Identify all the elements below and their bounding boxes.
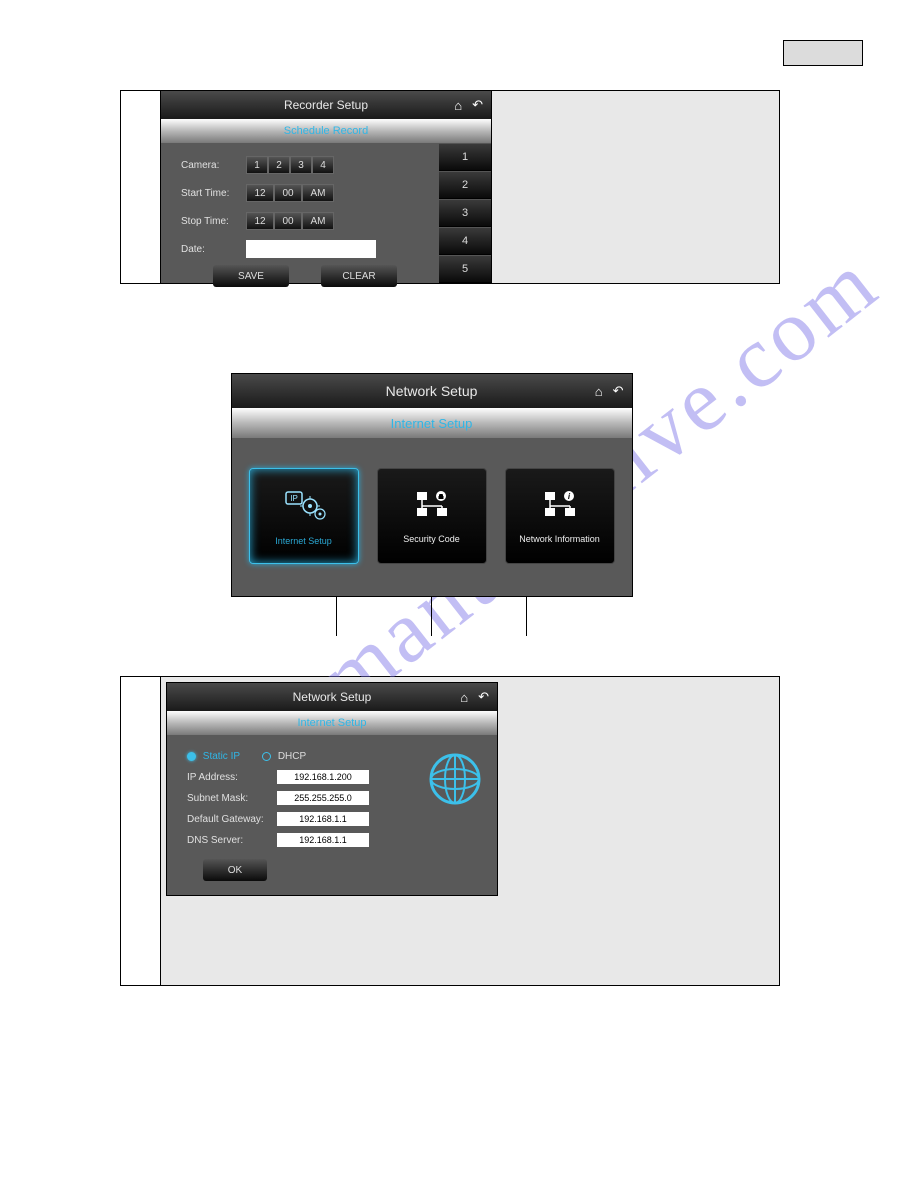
recorder-setup-screenshot: Recorder Setup Schedule Record Camera: 1… bbox=[161, 91, 491, 283]
recorder-subtitle: Schedule Record bbox=[284, 125, 368, 137]
internet-setup-title: Network Setup bbox=[293, 690, 372, 704]
tile-network-info[interactable]: i Network Information bbox=[505, 468, 615, 564]
tile-internet-setup[interactable]: IP Internet Setup bbox=[249, 468, 359, 564]
page-badge bbox=[783, 40, 863, 66]
clear-button[interactable]: CLEAR bbox=[321, 265, 397, 287]
preset-3[interactable]: 3 bbox=[439, 199, 491, 227]
security-code-icon bbox=[411, 488, 453, 524]
dhcp-label: DHCP bbox=[278, 751, 306, 762]
internet-setup-screenshot: Network Setup Internet Setup Static IP bbox=[167, 683, 497, 895]
camera-3[interactable]: 3 bbox=[290, 156, 312, 174]
start-ampm[interactable]: AM bbox=[302, 184, 334, 202]
internet-setup-icon: IP bbox=[280, 486, 328, 526]
stop-ampm[interactable]: AM bbox=[302, 212, 334, 230]
subnet-mask-value[interactable]: 255.255.255.0 bbox=[277, 791, 369, 805]
stop-hour[interactable]: 12 bbox=[246, 212, 274, 230]
stop-time-label: Stop Time: bbox=[181, 216, 246, 227]
internet-setup-subtitle: Internet Setup bbox=[297, 717, 366, 729]
back-icon[interactable] bbox=[613, 383, 624, 399]
lead-line bbox=[336, 596, 337, 636]
ok-button[interactable]: OK bbox=[203, 859, 267, 881]
lead-line bbox=[431, 596, 432, 636]
start-time-label: Start Time: bbox=[181, 188, 246, 199]
svg-text:IP: IP bbox=[290, 494, 298, 503]
static-ip-option[interactable]: Static IP bbox=[187, 751, 240, 762]
lead-line bbox=[526, 596, 527, 636]
camera-label: Camera: bbox=[181, 160, 246, 171]
section-recorder: Recorder Setup Schedule Record Camera: 1… bbox=[120, 90, 780, 284]
preset-5[interactable]: 5 bbox=[439, 255, 491, 283]
preset-column: 1 2 3 4 5 bbox=[439, 143, 491, 283]
dhcp-option[interactable]: DHCP bbox=[262, 751, 306, 762]
network-subtitle: Internet Setup bbox=[391, 416, 473, 431]
home-icon[interactable] bbox=[460, 690, 468, 705]
recorder-title: Recorder Setup bbox=[284, 98, 368, 112]
preset-4[interactable]: 4 bbox=[439, 227, 491, 255]
network-title: Network Setup bbox=[386, 383, 478, 399]
preset-1[interactable]: 1 bbox=[439, 143, 491, 171]
date-label: Date: bbox=[181, 244, 246, 255]
tile-label: Security Code bbox=[403, 534, 460, 544]
date-field[interactable] bbox=[246, 240, 376, 258]
network-setup-screenshot: Network Setup Internet Setup IP bbox=[232, 374, 632, 596]
tile-label: Internet Setup bbox=[275, 536, 332, 546]
radio-off-icon bbox=[262, 752, 271, 761]
home-icon[interactable] bbox=[454, 98, 462, 113]
back-icon[interactable] bbox=[478, 689, 489, 705]
camera-4[interactable]: 4 bbox=[312, 156, 334, 174]
dns-server-value[interactable]: 192.168.1.1 bbox=[277, 833, 369, 847]
tile-label: Network Information bbox=[519, 534, 600, 544]
camera-2[interactable]: 2 bbox=[268, 156, 290, 174]
subnet-mask-label: Subnet Mask: bbox=[187, 793, 277, 804]
network-info-icon: i bbox=[539, 488, 581, 524]
row-number-cell bbox=[121, 677, 161, 985]
dns-server-label: DNS Server: bbox=[187, 835, 277, 846]
default-gateway-value[interactable]: 192.168.1.1 bbox=[277, 812, 369, 826]
save-button[interactable]: SAVE bbox=[213, 265, 289, 287]
static-ip-label: Static IP bbox=[203, 751, 240, 762]
radio-on-icon bbox=[187, 752, 196, 761]
default-gateway-label: Default Gateway: bbox=[187, 814, 277, 825]
stop-min[interactable]: 00 bbox=[274, 212, 302, 230]
tile-security-code[interactable]: Security Code bbox=[377, 468, 487, 564]
section-internet-setup: Network Setup Internet Setup Static IP bbox=[120, 676, 780, 986]
preset-2[interactable]: 2 bbox=[439, 171, 491, 199]
ip-address-label: IP Address: bbox=[187, 772, 277, 783]
start-hour[interactable]: 12 bbox=[246, 184, 274, 202]
camera-1[interactable]: 1 bbox=[246, 156, 268, 174]
home-icon[interactable] bbox=[595, 384, 603, 399]
ip-address-value[interactable]: 192.168.1.200 bbox=[277, 770, 369, 784]
globe-icon bbox=[427, 751, 483, 881]
back-icon[interactable] bbox=[472, 97, 483, 113]
row-number-cell bbox=[121, 91, 161, 283]
start-min[interactable]: 00 bbox=[274, 184, 302, 202]
